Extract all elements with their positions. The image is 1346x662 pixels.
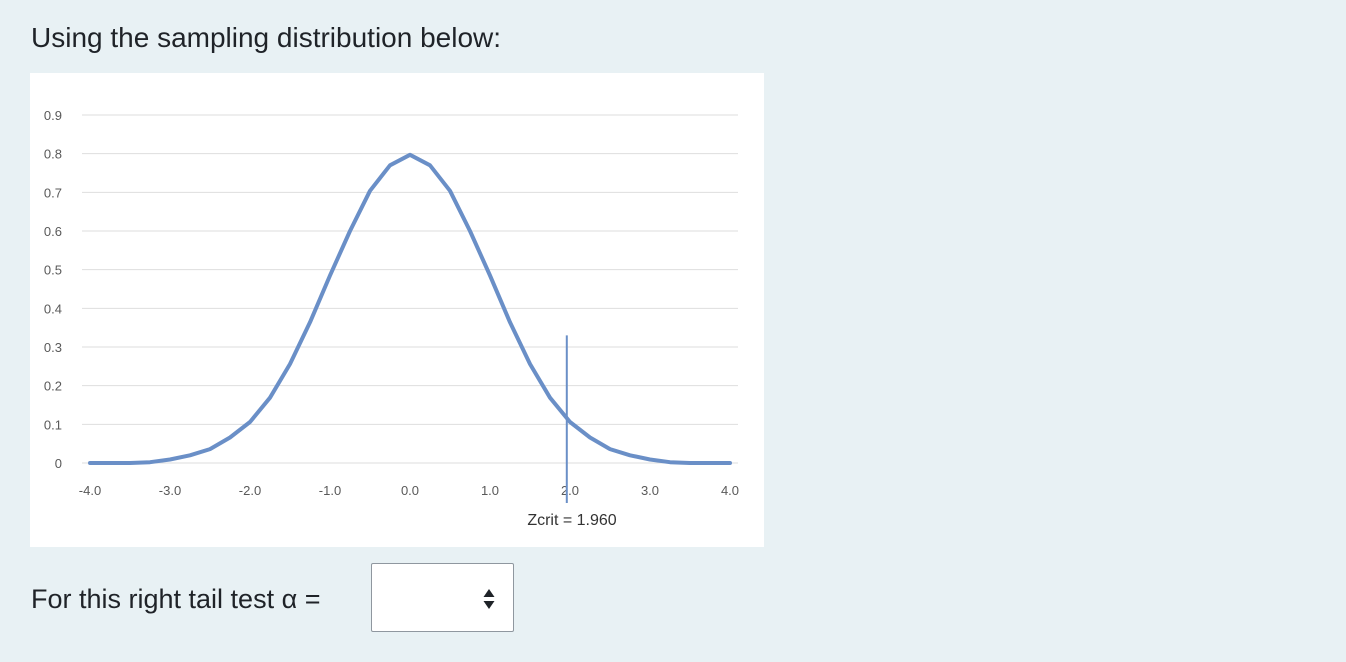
x-tick-label: 2.0 [561,483,579,498]
chart-canvas: 0 0.1 0.2 0.3 0.4 0.5 0.6 0.7 0.8 0.9 -4.0 -3.0 -2.… [44,108,739,529]
y-tick-label: 0.3 [44,340,62,355]
alpha-prompt: For this right tail test α = [31,584,321,614]
x-tick-label: -3.0 [159,483,181,498]
question-intro: Using the sampling distribution below: [31,22,502,53]
sampling-distribution-chart: 0 0.1 0.2 0.3 0.4 0.5 0.6 0.7 0.8 0.9 -4.0 -3.0 -2.… [30,73,764,547]
y-tick-label: 0.6 [44,224,62,239]
x-tick-label: 4.0 [721,483,739,498]
y-tick-label: 0.4 [44,301,62,316]
x-tick-label: -1.0 [319,483,341,498]
y-tick-label: 0.8 [44,147,62,162]
critical-value-label: Zcrit = 1.960 [527,512,616,529]
gridlines [82,114,738,464]
y-tick-label: 0.7 [44,185,62,200]
x-tick-label: 1.0 [481,483,499,498]
alpha-answer-select[interactable] [371,563,514,632]
y-tick-label: 0.5 [44,263,62,278]
y-tick-label: 0 [55,456,62,471]
y-tick-label: 0.9 [44,108,62,123]
x-tick-label: 0.0 [401,483,419,498]
x-tick-label: -4.0 [79,483,101,498]
normal-distribution-curve [88,152,732,465]
y-tick-label: 0.2 [44,379,62,394]
x-tick-label: -2.0 [239,483,261,498]
y-tick-label: 0.1 [44,417,62,432]
y-axis-tick-labels: 0 0.1 0.2 0.3 0.4 0.5 0.6 0.7 0.8 0.9 [44,108,62,471]
x-axis-tick-labels: -4.0 -3.0 -2.0 -1.0 0.0 1.0 2.0 3.0 4.0 [79,483,739,498]
select-arrows-icon [483,589,495,609]
x-tick-label: 3.0 [641,483,659,498]
